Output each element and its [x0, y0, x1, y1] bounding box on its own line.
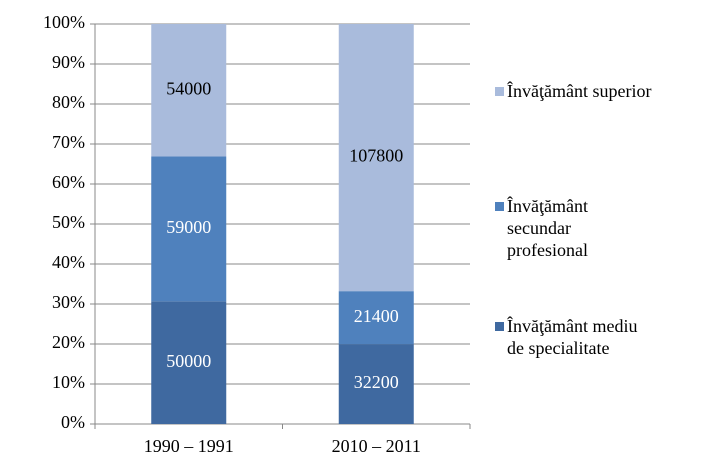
legend-label: Învăţământ superior: [507, 81, 652, 101]
y-tick-label: 80%: [52, 92, 85, 112]
y-tick-label: 30%: [52, 292, 85, 312]
y-tick-label: 100%: [43, 12, 85, 32]
data-label: 21400: [354, 306, 399, 326]
legend-swatch: [495, 87, 504, 96]
bar-segment: [151, 24, 227, 157]
data-label: 54000: [166, 78, 211, 98]
data-label: 59000: [166, 217, 211, 237]
bar-segment: [338, 344, 414, 424]
y-tick-label: 0%: [61, 412, 85, 432]
y-tick-label: 70%: [52, 132, 85, 152]
y-tick-label: 90%: [52, 52, 85, 72]
y-tick-label: 20%: [52, 332, 85, 352]
y-tick-label: 10%: [52, 372, 85, 392]
legend-item: Învăţământ superior: [495, 80, 655, 102]
data-label: 50000: [166, 351, 211, 371]
bar-segment: [151, 301, 227, 424]
legend-item: Învăţământ secundar profesional: [495, 195, 655, 261]
bar-segment: [151, 156, 227, 302]
legend-label: Învăţământ mediu de specialitate: [507, 316, 638, 358]
bar-segment: [338, 291, 414, 345]
legend-label: Învăţământ secundar profesional: [507, 196, 588, 260]
legend-item: Învăţământ mediu de specialitate: [495, 315, 655, 359]
legend-swatch: [495, 202, 504, 211]
y-tick-label: 60%: [52, 172, 85, 192]
legend-swatch: [495, 322, 504, 331]
y-tick-label: 40%: [52, 252, 85, 272]
bar-segment: [338, 24, 414, 292]
data-label: 32200: [354, 372, 399, 392]
y-tick-label: 50%: [52, 212, 85, 232]
x-tick-label: 1990 – 1991: [144, 436, 234, 456]
x-tick-label: 2010 – 2011: [332, 436, 421, 456]
data-label: 107800: [349, 146, 403, 166]
